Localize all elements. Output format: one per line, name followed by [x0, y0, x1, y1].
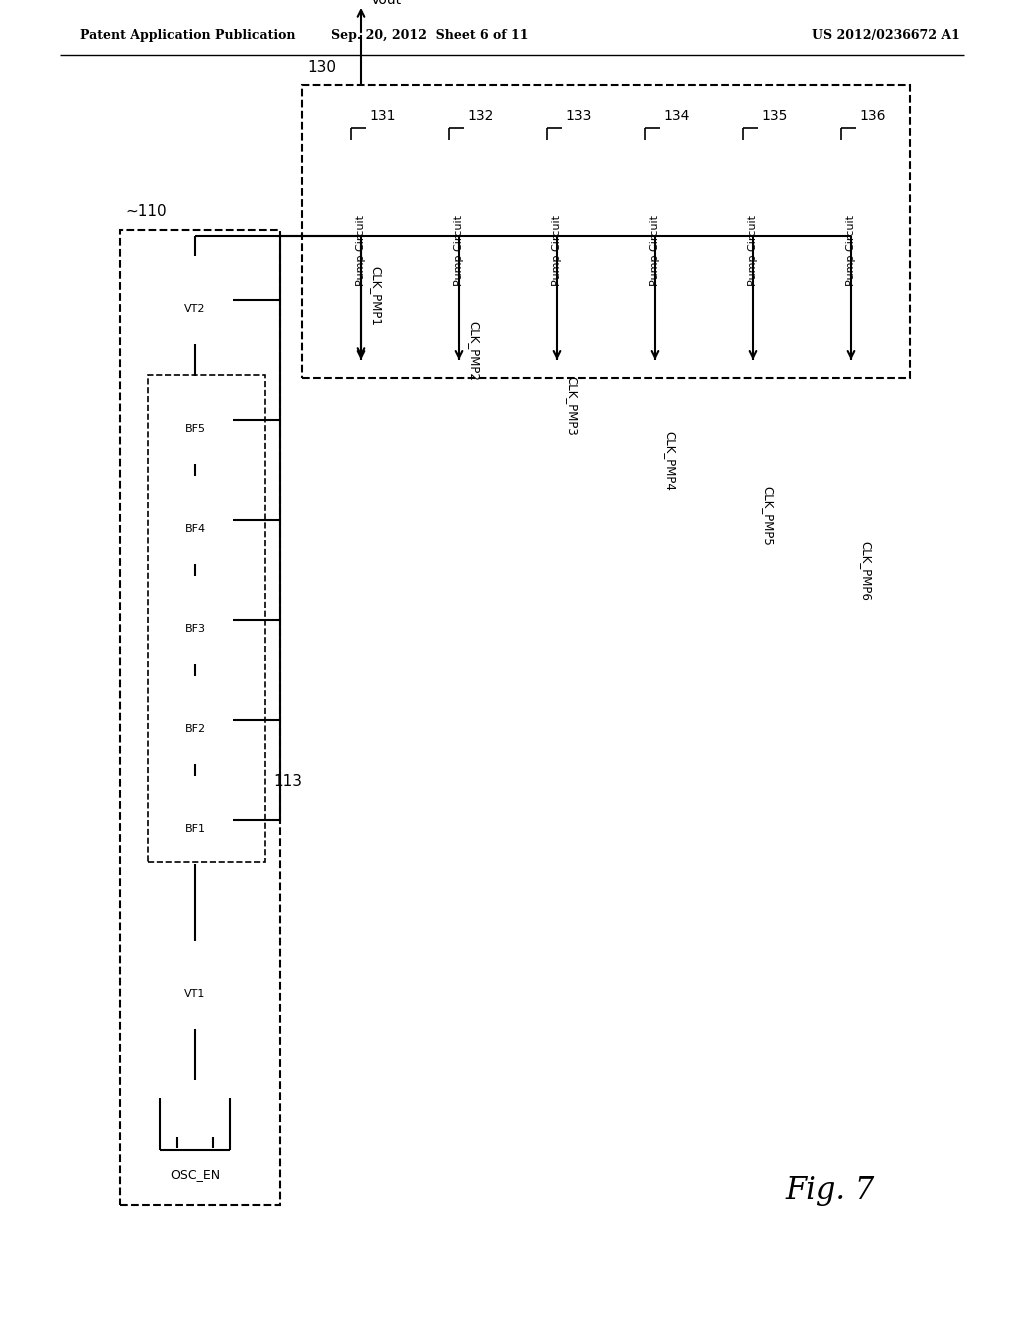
Text: Pump Circuit: Pump Circuit	[356, 214, 366, 285]
Text: 132: 132	[467, 110, 494, 123]
Text: VT1: VT1	[184, 989, 206, 999]
Text: OSC_EN: OSC_EN	[170, 1168, 220, 1181]
Text: CLK_PMP4: CLK_PMP4	[663, 432, 676, 491]
Text: Pump Circuit: Pump Circuit	[454, 214, 464, 285]
Text: 131: 131	[369, 110, 395, 123]
Text: Pump Circuit: Pump Circuit	[552, 214, 562, 285]
Text: CLK_PMP1: CLK_PMP1	[369, 267, 382, 326]
Text: 134: 134	[663, 110, 689, 123]
Text: Pump Circuit: Pump Circuit	[846, 214, 856, 285]
Text: 113: 113	[273, 775, 302, 789]
Text: Vout: Vout	[371, 0, 402, 7]
Text: US 2012/0236672 A1: US 2012/0236672 A1	[812, 29, 961, 41]
Text: 130: 130	[307, 59, 336, 74]
Bar	[516, 140, 598, 360]
Text: BF4: BF4	[184, 524, 206, 533]
Text: 133: 133	[565, 110, 592, 123]
Text: BF1: BF1	[184, 824, 206, 834]
Bar	[712, 140, 794, 360]
Bar	[319, 140, 402, 360]
Text: CLK_PMP2: CLK_PMP2	[467, 321, 480, 381]
Text: BF2: BF2	[184, 723, 206, 734]
Text: Fig. 7: Fig. 7	[785, 1175, 874, 1205]
Text: VT2: VT2	[184, 304, 206, 314]
Text: Pump Circuit: Pump Circuit	[748, 214, 758, 285]
Text: CLK_PMP5: CLK_PMP5	[761, 486, 774, 545]
Text: BF5: BF5	[184, 424, 206, 434]
Bar	[302, 84, 910, 378]
Text: CLK_PMP6: CLK_PMP6	[859, 541, 872, 601]
Text: BF3: BF3	[184, 624, 206, 634]
Bar	[418, 140, 500, 360]
Text: Patent Application Publication: Patent Application Publication	[80, 29, 296, 41]
Bar	[120, 230, 280, 1205]
Text: Sep. 20, 2012  Sheet 6 of 11: Sep. 20, 2012 Sheet 6 of 11	[331, 29, 528, 41]
Text: 135: 135	[761, 110, 787, 123]
Text: ~110: ~110	[125, 205, 167, 219]
Text: 136: 136	[859, 110, 886, 123]
Text: CLK_PMP3: CLK_PMP3	[565, 376, 578, 436]
Bar	[614, 140, 696, 360]
Bar	[148, 375, 265, 862]
Text: Pump Circuit: Pump Circuit	[650, 214, 660, 285]
Bar	[810, 140, 892, 360]
